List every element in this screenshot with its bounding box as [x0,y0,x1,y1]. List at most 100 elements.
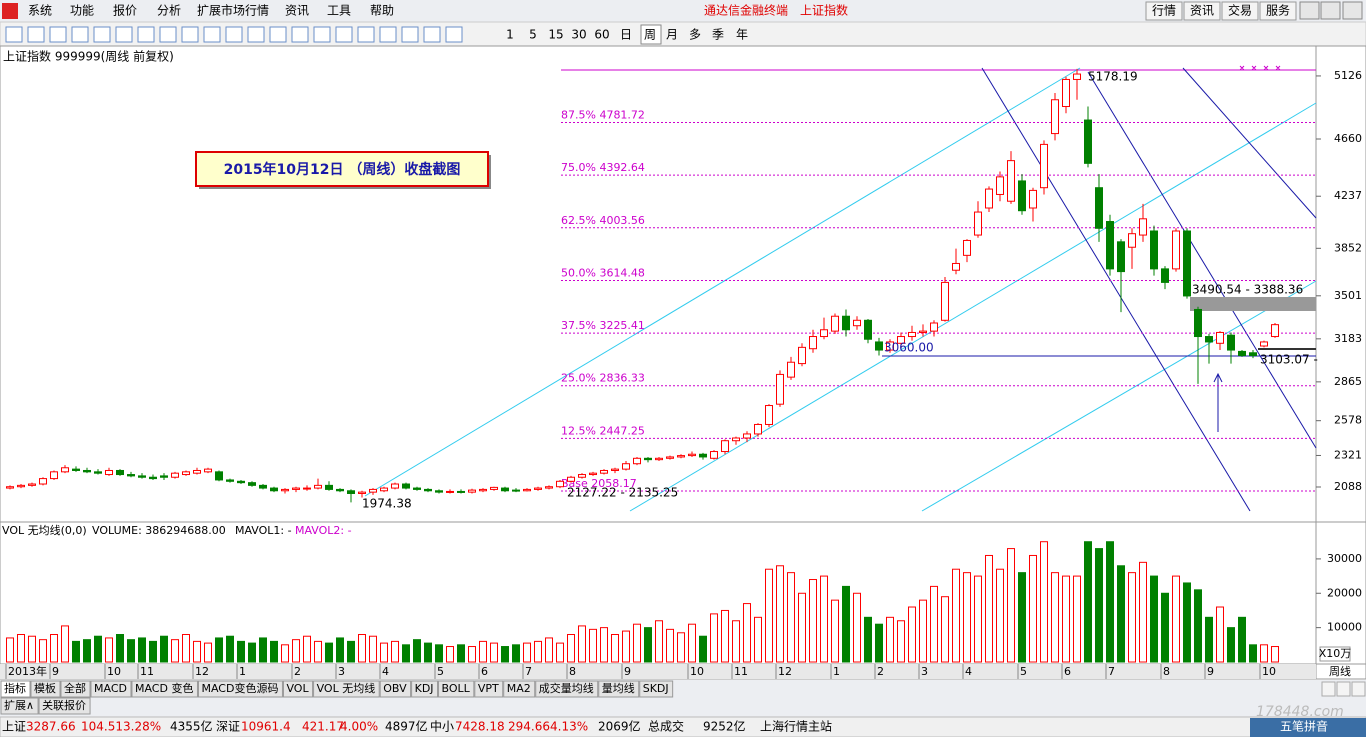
tool-icon[interactable] [247,26,265,43]
tab[interactable] [535,680,599,698]
tool-icon[interactable] [93,26,111,43]
tab[interactable] [411,680,439,698]
tool-icon[interactable] [181,26,199,43]
tab-label[interactable]: SKDJ [643,682,669,695]
tab-label[interactable]: MACD变色源码 [201,681,278,695]
candle-body [963,239,971,256]
period-button[interactable]: 日 [620,28,632,42]
nav-button[interactable] [1221,1,1259,21]
tool-icon[interactable] [291,26,309,43]
tab[interactable] [438,680,475,698]
tab-label[interactable]: 成交量均线 [539,681,594,695]
tab-label[interactable]: VOL [286,682,309,695]
tab[interactable] [197,680,283,698]
tab-label[interactable]: KDJ [415,682,434,695]
tool-icon[interactable] [5,26,23,43]
tab[interactable] [60,680,91,698]
period-button[interactable]: 年 [736,28,748,42]
tool-icon[interactable] [423,26,441,43]
zoom-button[interactable] [1336,681,1351,697]
tool-icon[interactable] [313,26,331,43]
menu-item[interactable]: 分析 [157,4,181,18]
tab[interactable] [379,680,412,698]
period-button[interactable]: 1 [506,28,514,42]
period-button[interactable]: 5 [529,28,537,42]
candle-body [820,329,828,338]
tool-icon[interactable] [445,26,463,43]
tool-icon[interactable] [71,26,89,43]
period-button[interactable]: 60 [594,28,609,42]
tab[interactable] [503,680,536,698]
tab[interactable] [598,680,640,698]
window-control[interactable] [1342,1,1363,20]
subtab[interactable] [0,697,39,715]
tool-icon[interactable] [203,26,221,43]
tool-icon[interactable] [401,26,419,43]
tool-icon[interactable] [335,26,353,43]
tab[interactable] [131,680,198,698]
menu-item[interactable]: 工具 [327,4,351,18]
x-tick-label: 9 [1207,665,1214,678]
tool-icon[interactable] [225,26,243,43]
tab[interactable] [474,680,504,698]
tab[interactable] [0,680,31,698]
tool-icon[interactable] [49,26,67,43]
zoom-button[interactable] [1351,681,1366,697]
nav-button-label[interactable]: 资讯 [1190,4,1214,18]
menu-item[interactable]: 系统 [28,4,52,18]
tool-icon[interactable] [159,26,177,43]
period-button[interactable]: 30 [571,28,586,42]
tab[interactable] [282,680,314,698]
subtab[interactable] [38,697,91,715]
tool-icon[interactable] [137,26,155,43]
window-control[interactable] [1320,1,1341,20]
nav-button[interactable] [1259,1,1297,21]
tab-label[interactable]: MA2 [507,682,531,695]
app-icon [2,3,18,19]
tab-label[interactable]: MACD [94,682,127,695]
volume-bar [1007,548,1015,663]
nav-button-label[interactable]: 服务 [1266,3,1290,18]
period-button[interactable]: 月 [666,28,678,42]
subtab-label[interactable]: 扩展∧ [4,698,34,712]
tab[interactable] [313,680,380,698]
nav-button[interactable] [1145,1,1183,21]
tab-label[interactable]: VOL 无均线 [317,681,376,695]
nav-button-label[interactable]: 交易 [1228,3,1252,18]
period-button[interactable]: 周 [644,28,656,42]
tab-label[interactable]: 量均线 [602,681,635,695]
tab[interactable] [90,680,132,698]
candle-body [1150,230,1158,270]
tab-label[interactable]: 全部 [64,681,86,695]
subtab-label[interactable]: 关联报价 [42,698,86,712]
window-control[interactable] [1299,1,1320,20]
volume-bar [1029,554,1037,663]
tool-icon[interactable] [379,26,397,43]
period-button[interactable]: 多 [689,28,701,42]
period-button[interactable]: 15 [548,28,563,42]
x-tick-label: 12 [778,665,792,678]
tool-icon[interactable] [27,26,45,43]
tab[interactable] [639,680,674,698]
menu-item[interactable]: 功能 [70,4,94,18]
tab-label[interactable]: MACD 变色 [135,681,193,695]
tool-icon[interactable] [357,26,375,43]
tab-label[interactable]: 模板 [34,681,56,695]
menu-item[interactable]: 报价 [113,3,137,18]
tab-label[interactable]: 指标 [4,681,26,695]
nav-button[interactable] [1183,1,1221,21]
tab[interactable] [30,680,61,698]
menu-item[interactable]: 帮助 [370,4,394,18]
tool-icon[interactable] [269,26,287,43]
tab-label[interactable]: VPT [478,682,499,695]
menu-item[interactable]: 扩展市场行情 [197,3,269,18]
tool-icon[interactable] [115,26,133,43]
tab-label[interactable]: BOLL [442,682,471,695]
volume-bar [776,565,784,663]
tab-label[interactable]: OBV [383,682,407,695]
candle-body [501,487,509,492]
period-button[interactable]: 季 [712,28,724,42]
zoom-button[interactable] [1321,681,1336,697]
nav-button-label[interactable]: 行情 [1152,4,1176,18]
menu-item[interactable]: 资讯 [285,4,309,18]
